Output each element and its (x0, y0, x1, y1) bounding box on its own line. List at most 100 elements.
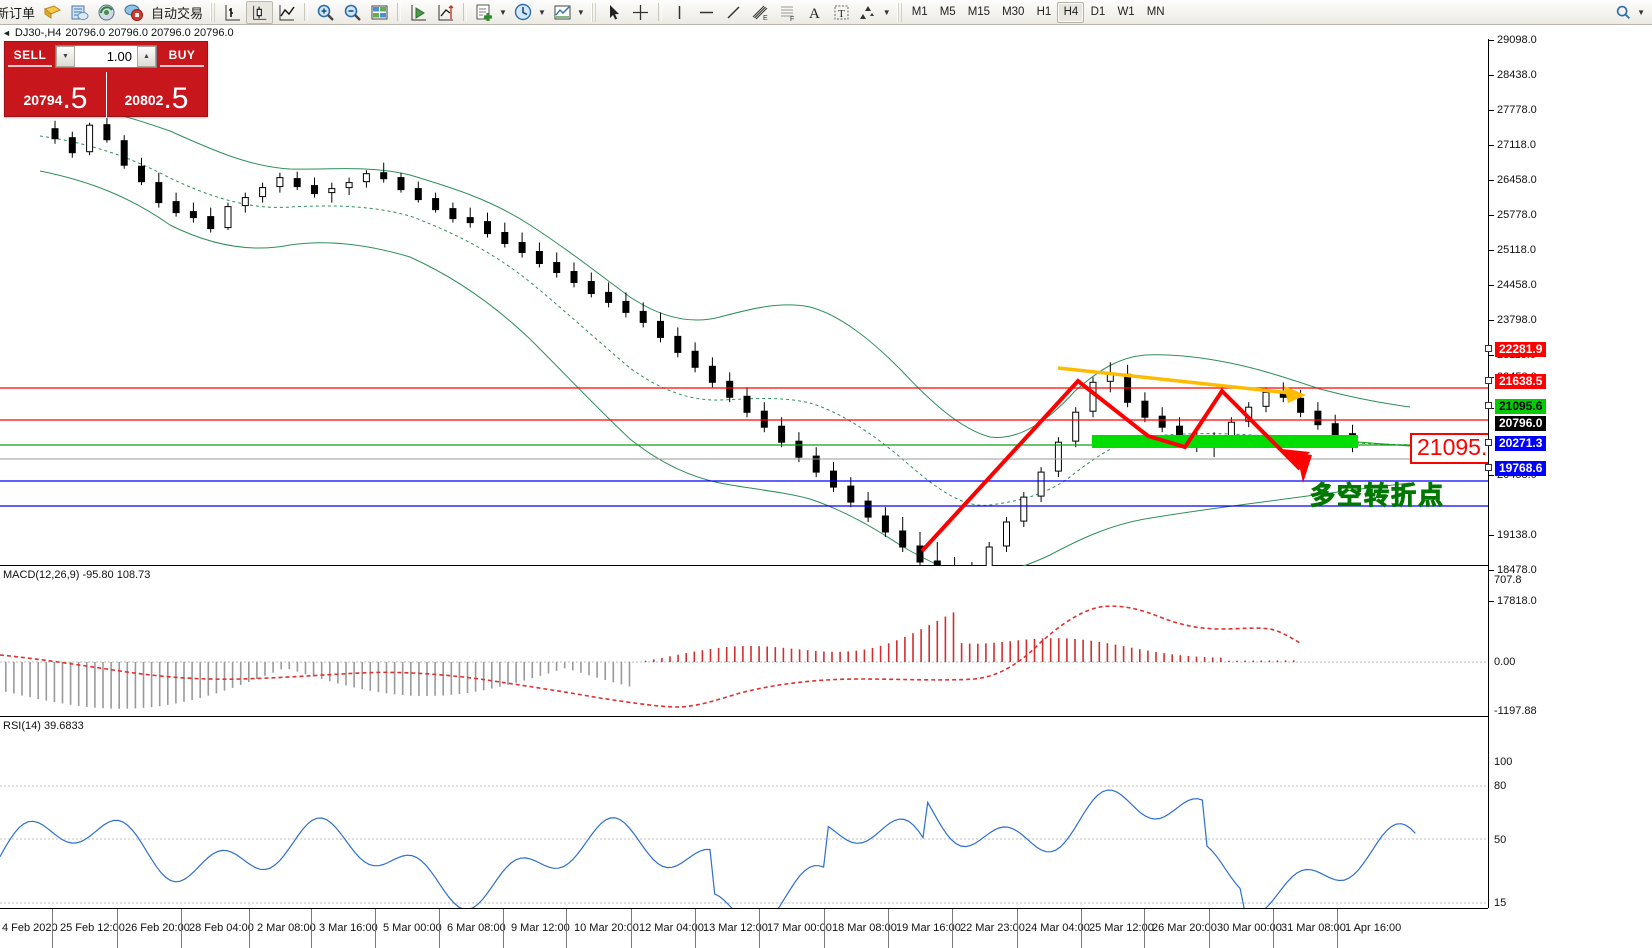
time-axis-label: 30 Mar 00:00 (1217, 922, 1282, 934)
rsi-title: RSI(14) 39.6833 (3, 720, 84, 732)
fibonacci-icon[interactable]: F (774, 1, 801, 24)
price-annotation-box[interactable]: 21095.6 (1410, 433, 1508, 464)
timeframe-h4[interactable]: H4 (1057, 1, 1085, 23)
price-pane[interactable]: 21095.6 多空转折点 (0, 39, 1508, 566)
svg-text:T: T (838, 8, 845, 20)
collapse-triangle-icon[interactable]: ◄ (2, 27, 11, 38)
macd-pane[interactable]: MACD(12,26,9) -95.80 108.73 707.8 0.00 -… (0, 567, 1537, 717)
shapes-icon[interactable] (855, 1, 882, 24)
symbol-ohlc: 20796.0 20796.0 20796.0 20796.0 (65, 26, 234, 39)
vertical-line-icon[interactable] (666, 1, 693, 24)
timeframe-mn[interactable]: MN (1146, 6, 1165, 18)
candlestick-chart-icon[interactable] (246, 0, 274, 24)
time-axis-label: 2 Mar 08:00 (257, 922, 316, 934)
sell-price-fraction: .5 (62, 82, 88, 115)
price-axis-tick: 27118.0 (1489, 139, 1536, 151)
line-chart-icon[interactable] (273, 1, 300, 24)
time-axis-label: 6 Mar 08:00 (447, 922, 506, 934)
time-axis-tick (1337, 909, 1338, 948)
data-window-icon[interactable] (39, 1, 66, 24)
bar-chart-icon[interactable] (219, 1, 246, 24)
zoom-in-icon[interactable] (312, 1, 339, 24)
price-level-handle[interactable] (1485, 377, 1492, 384)
price-label-resistance-2[interactable]: 21638.5 (1495, 374, 1547, 389)
volume-increase-icon[interactable]: ▲ (137, 45, 156, 67)
svg-text:A: A (809, 6, 820, 22)
timeframe-m30[interactable]: M30 (1002, 6, 1025, 18)
chevron-down-icon[interactable]: ▼ (576, 7, 585, 17)
price-label-resistance-1[interactable]: 22281.9 (1495, 342, 1547, 357)
sell-price-integer: 20794 (23, 92, 63, 108)
indicators-icon[interactable] (471, 1, 498, 24)
sell-button[interactable]: SELL (8, 45, 52, 67)
price-axis[interactable]: 29098.0 28438.0 27778.0 27118.0 26458.0 … (1485, 34, 1652, 908)
volume-decrease-icon[interactable]: ▼ (56, 45, 75, 67)
price-axis-tick: 29098.0 (1489, 34, 1537, 46)
period-icon[interactable] (510, 1, 537, 24)
timeframe-m1[interactable]: M1 (911, 6, 928, 18)
timeframe-w1[interactable]: W1 (1117, 6, 1135, 18)
time-axis-label: 9 Mar 12:00 (511, 922, 570, 934)
price-box-connector (1357, 441, 1411, 447)
volume-value[interactable]: 1.00 (106, 48, 132, 64)
auto-trading-icon[interactable] (120, 1, 147, 24)
time-axis-tick (439, 909, 440, 948)
price-axis-tick: 26458.0 (1489, 174, 1537, 186)
bollinger-lower-band (39, 170, 1411, 566)
chevron-down-icon[interactable]: ▼ (1637, 7, 1645, 17)
chevron-down-icon[interactable]: ▼ (882, 7, 891, 17)
toolbar-grip[interactable] (210, 2, 217, 22)
text-label-icon[interactable]: A (801, 1, 828, 24)
text-box-icon[interactable]: T (828, 1, 855, 24)
equidistant-channel-icon[interactable]: E (747, 1, 774, 24)
price-axis-tick: 18478.0 (1489, 564, 1537, 576)
trendline-icon[interactable] (720, 1, 747, 24)
toolbar-grip[interactable] (896, 2, 903, 22)
chevron-down-icon[interactable]: ▼ (499, 7, 507, 17)
time-axis-tick (1209, 909, 1210, 948)
timeframe-h1[interactable]: H1 (1036, 6, 1052, 18)
price-axis-tick: 24458.0 (1489, 279, 1537, 291)
volume-stepper[interactable]: ▼ 1.00 ▲ (55, 44, 157, 68)
price-level-handle[interactable] (1485, 439, 1492, 446)
autoscroll-icon[interactable] (405, 1, 432, 24)
time-axis-tick (117, 909, 118, 948)
price-level-handle[interactable] (1485, 345, 1492, 352)
zoom-out-icon[interactable] (339, 1, 366, 24)
templates-icon[interactable] (549, 1, 576, 24)
tile-windows-icon[interactable] (366, 1, 393, 24)
auto-trading-button[interactable]: 自动交易 (151, 5, 204, 21)
downtrend-arrow-line (1057, 366, 1291, 395)
crosshair-icon[interactable] (627, 1, 654, 24)
timeframe-d1[interactable]: D1 (1090, 6, 1106, 18)
terminal-icon[interactable] (93, 1, 120, 24)
time-axis-tick (695, 909, 696, 948)
search-icon[interactable] (1611, 1, 1636, 24)
timeframe-m15[interactable]: M15 (967, 6, 991, 18)
price-label-support-blue-1[interactable]: 20271.3 (1495, 436, 1547, 451)
toolbar-separator (657, 3, 662, 21)
price-level-handle[interactable] (1485, 464, 1492, 471)
new-order-button[interactable]: 新订单 (0, 5, 36, 21)
toolbar-grip[interactable] (590, 2, 597, 22)
price-level-handle[interactable] (1485, 402, 1492, 409)
chart-shift-icon[interactable] (432, 1, 459, 24)
rsi-canvas (0, 785, 1488, 924)
buy-button[interactable]: BUY (160, 45, 204, 67)
bollinger-middle-band (39, 135, 1411, 506)
navigator-icon[interactable] (66, 1, 93, 24)
timeframe-m5[interactable]: M5 (939, 6, 956, 18)
horizontal-line-icon[interactable] (693, 1, 720, 24)
time-axis[interactable]: 4 Feb 2020 25 Feb 12:00 26 Feb 20:00 28 Feb… (0, 908, 1652, 948)
chevron-down-icon[interactable]: ▼ (537, 7, 546, 17)
price-label-support-green[interactable]: 21095.6 (1495, 399, 1547, 414)
symbol-name: DJ30-,H4 (14, 26, 62, 39)
buy-price[interactable]: 20802.5 (106, 70, 207, 114)
chart-area[interactable]: 21095.6 多空转折点 MACD(12,26,9) -95.80 108.7… (0, 34, 1652, 947)
bollinger-upper-band (39, 100, 1411, 438)
time-axis-label: 12 Mar 04:00 (639, 922, 704, 934)
price-label-support-blue-2[interactable]: 19768.6 (1495, 461, 1547, 476)
macd-signal-line (0, 605, 1301, 708)
cursor-icon[interactable] (600, 1, 627, 24)
sell-price[interactable]: 20794.5 (5, 70, 106, 114)
